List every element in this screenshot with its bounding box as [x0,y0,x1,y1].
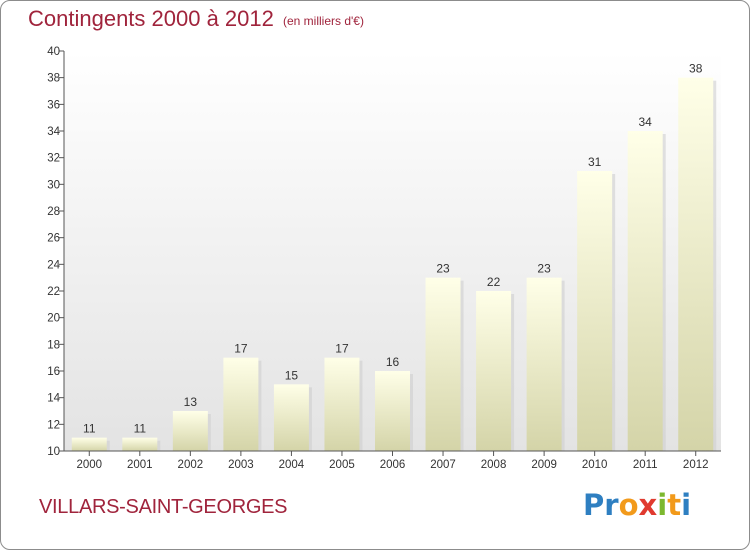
value-label: 22 [487,275,501,289]
x-tick-label: 2009 [531,459,557,471]
x-tick-label: 2007 [430,459,456,471]
logo-letter: t [667,488,682,522]
bar [476,291,512,451]
y-tick-label: 38 [47,73,60,85]
bar [223,357,259,451]
y-tick-label: 10 [47,446,60,458]
value-label: 23 [537,262,551,276]
y-tick-label: 34 [47,126,60,138]
y-tick-label: 16 [47,366,60,378]
proxiti-logo: Proxiti [583,488,691,522]
x-tick-label: 2002 [178,459,204,471]
x-tick-label: 2003 [228,459,254,471]
y-tick-label: 20 [47,313,60,325]
bar [425,277,461,451]
y-tick-label: 30 [47,179,60,191]
logo-letter: r [604,488,619,522]
x-tick-label: 2000 [76,459,102,471]
value-label: 34 [639,115,653,129]
commune-name: VILLARS-SAINT-GEORGES [39,496,288,518]
value-label: 17 [234,342,248,356]
x-tick-label: 2001 [127,459,153,471]
value-label: 23 [436,262,450,276]
x-tick-label: 2004 [279,459,305,471]
value-label: 31 [588,155,602,169]
x-tick-label: 2010 [582,459,608,471]
bar [324,357,360,451]
bar [526,277,562,451]
x-tick-label: 2012 [683,459,709,471]
x-tick-label: 2006 [380,459,406,471]
value-label: 11 [83,422,96,436]
y-tick-label: 28 [47,206,60,218]
x-tick-label: 2005 [329,459,355,471]
y-tick-label: 12 [47,419,60,431]
y-tick-label: 18 [47,339,60,351]
y-tick-label: 40 [47,46,60,58]
logo-letter: o [618,488,639,522]
y-tick-label: 32 [47,153,60,165]
y-tick-label: 36 [47,99,60,111]
bar [273,384,309,451]
bar [678,77,714,452]
y-tick-label: 26 [47,233,60,245]
y-tick-label: 14 [47,393,60,405]
value-label: 17 [335,342,349,356]
chart-subtitle: (en milliers d'€) [283,14,364,28]
y-tick-label: 24 [47,259,60,271]
chart-title: Contingents 2000 à 2012 [28,6,274,31]
bar [172,411,208,451]
value-label: 11 [134,422,147,436]
x-tick-label: 2008 [481,459,507,471]
x-tick-label: 2011 [633,459,658,471]
bar [627,131,663,451]
logo-letter: x [638,488,658,522]
value-label: 15 [285,368,299,382]
logo-letter: i [681,488,692,522]
y-tick-label: 22 [47,286,60,298]
bar [577,171,613,451]
logo-letter: P [583,488,605,522]
value-label: 38 [689,62,703,76]
bar [375,371,410,451]
value-label: 16 [386,355,400,369]
bar [122,437,158,451]
bar [71,437,107,451]
value-label: 13 [184,395,198,409]
logo-letter: i [657,488,668,522]
